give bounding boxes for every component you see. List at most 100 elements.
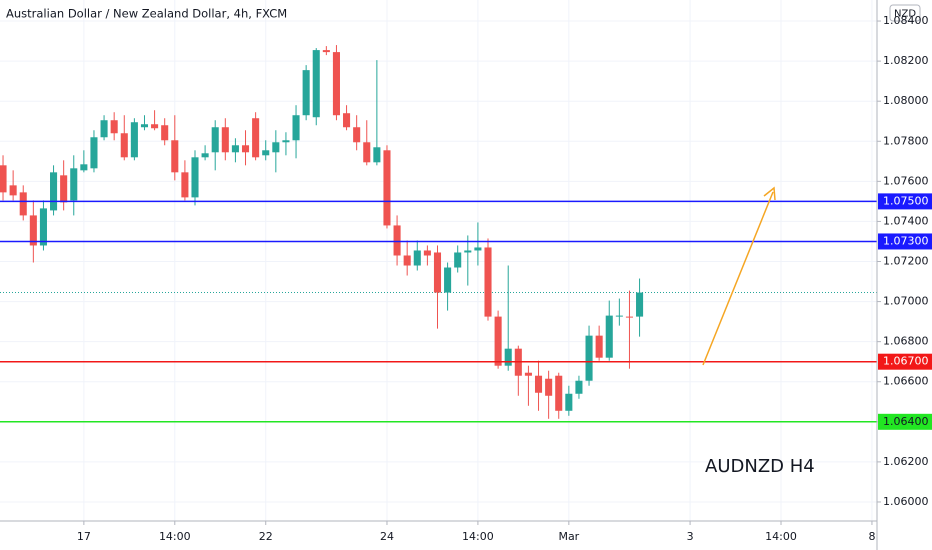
level-label-bg — [878, 193, 932, 210]
candle-body — [332, 52, 340, 116]
candle-body — [39, 208, 47, 246]
y-tick-label: 1.06200 — [883, 455, 929, 468]
candle-body — [312, 50, 320, 118]
candle-body — [474, 247, 482, 251]
level-label: 1.06700 — [883, 355, 929, 368]
candle-body — [100, 120, 108, 138]
candle-body — [201, 153, 209, 158]
candle-body — [454, 252, 462, 268]
currency: NZD — [894, 9, 916, 20]
candle-body — [393, 225, 401, 256]
y-tick-label: 1.06000 — [883, 495, 929, 508]
candle-body — [9, 185, 17, 196]
x-tick-label: 17 — [77, 530, 91, 543]
y-tick-label: 1.07200 — [883, 255, 929, 268]
level-label-bg — [878, 353, 932, 370]
candle-body — [322, 50, 330, 53]
candle-body — [433, 252, 442, 293]
candle-body — [231, 145, 239, 153]
y-tick-label: 1.06800 — [883, 335, 929, 348]
candle-body — [282, 140, 290, 143]
candle-body — [423, 250, 431, 256]
currency-box — [889, 4, 921, 22]
x-tick-label: 14:00 — [462, 530, 494, 543]
candle-body — [191, 157, 199, 198]
y-tick-label: 1.07800 — [883, 134, 929, 147]
candle-body — [545, 378, 553, 396]
candle-body — [343, 113, 351, 128]
plot — [0, 45, 877, 423]
candle-body — [575, 380, 583, 394]
level-label: 1.06400 — [883, 415, 929, 428]
arrow-head — [763, 186, 776, 201]
x-tick-label: 3 — [687, 530, 694, 543]
annotation: AUDNZD H4 — [705, 456, 815, 477]
candle-body — [262, 150, 270, 156]
candle-body — [595, 335, 603, 358]
y-tick-label: 1.07400 — [883, 214, 929, 227]
x-tick-label: 14:00 — [765, 530, 797, 543]
y-tick-label: 1.07000 — [883, 295, 929, 308]
candle-body — [625, 316, 633, 318]
y-tick-label: 1.08200 — [883, 54, 929, 67]
candle-body — [403, 255, 411, 266]
candle-body — [60, 175, 68, 203]
candle-body — [140, 124, 149, 128]
candle-body — [565, 393, 573, 411]
candle-body — [555, 375, 563, 411]
candle-body — [171, 140, 179, 173]
level-label-bg — [878, 413, 932, 430]
candle-body — [636, 292, 644, 317]
level-label: 1.07500 — [883, 194, 929, 207]
candle-body — [615, 315, 623, 317]
candle-body — [90, 137, 98, 169]
candle-body — [70, 168, 78, 201]
candle-body — [151, 124, 159, 129]
axis-labels: 1.06000 1.06200 1.06400 1.06600 1.06800 1.070… — [77, 14, 932, 543]
candle-body — [373, 147, 381, 163]
y-tick-label: 1.08000 — [883, 94, 929, 107]
candle-body — [181, 172, 189, 198]
level-label: 1.07300 — [883, 234, 929, 247]
candle-body — [211, 127, 219, 153]
projection-arrow — [702, 191, 774, 366]
x-tick-label: 22 — [259, 530, 273, 543]
candle-body — [221, 127, 229, 153]
candle-body — [161, 125, 169, 141]
candle-body — [19, 192, 27, 216]
y-tick-label: 1.08400 — [883, 14, 929, 27]
candle-body — [241, 145, 250, 153]
x-tick-label: 8 — [868, 530, 875, 543]
candle-body — [504, 348, 512, 366]
candle-body — [383, 150, 391, 226]
candle-body — [534, 375, 543, 393]
x-tick-label: Mar — [558, 530, 579, 543]
candle-body — [50, 172, 58, 211]
candle-body — [605, 315, 613, 358]
candle-body — [80, 164, 88, 171]
candle-body — [292, 115, 300, 141]
x-tick-label: 24 — [380, 530, 394, 543]
chart-title: Australian Dollar / New Zealand Dollar, … — [6, 7, 287, 21]
candle-body — [444, 267, 452, 293]
candle-body — [363, 142, 371, 163]
price-axis — [877, 0, 932, 550]
candle-body — [464, 250, 472, 253]
candle-body — [524, 372, 532, 376]
candle-body — [272, 142, 280, 153]
candle-body — [0, 165, 7, 193]
candle-body — [252, 118, 260, 158]
y-tick-label: 1.07600 — [883, 174, 929, 187]
candle-body — [29, 215, 37, 246]
x-tick-label: 14:00 — [159, 530, 191, 543]
y-tick-label: 1.06600 — [883, 375, 929, 388]
candle-body — [302, 70, 310, 116]
level-label-bg — [878, 233, 932, 250]
candle-body — [494, 316, 502, 366]
candle-body — [484, 247, 492, 317]
candle-body — [130, 122, 138, 158]
candle-body — [585, 335, 593, 381]
candle-body — [413, 250, 421, 266]
